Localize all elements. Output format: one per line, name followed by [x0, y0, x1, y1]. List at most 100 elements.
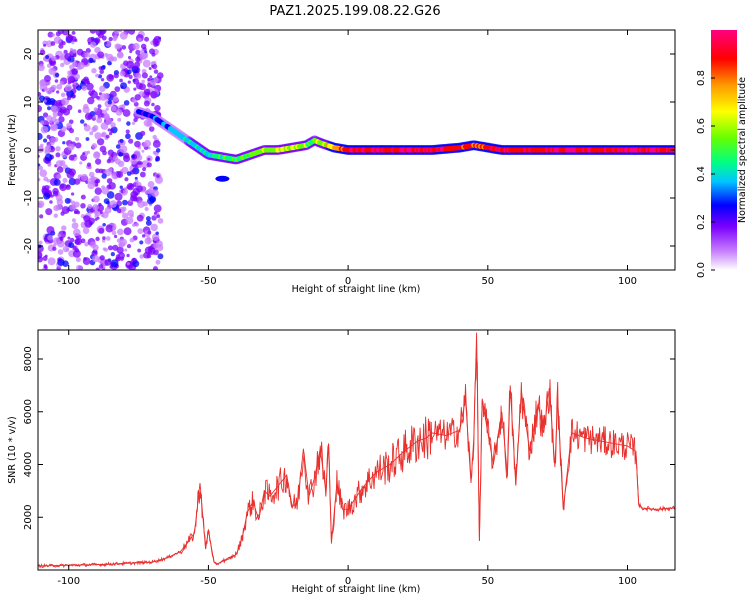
noise-speckle — [38, 202, 41, 207]
noise-speckle — [97, 104, 102, 109]
noise-speckle — [151, 52, 156, 57]
colorbar-tick-label: 0.2 — [696, 214, 707, 230]
noise-speckle — [116, 246, 124, 254]
noise-speckle — [145, 220, 152, 226]
noise-speckle — [116, 44, 121, 49]
noise-speckle — [51, 55, 57, 62]
noise-speckle — [53, 213, 59, 218]
noise-speckle — [144, 36, 150, 42]
noise-speckle — [66, 184, 70, 188]
noise-speckle — [137, 248, 142, 253]
noise-speckle — [114, 30, 120, 35]
colorbar-tick-label: 0.4 — [696, 166, 707, 182]
noise-speckle — [131, 154, 135, 159]
noise-speckle — [86, 150, 91, 154]
noise-speckle — [125, 216, 134, 225]
noise-speckle — [88, 57, 94, 64]
noise-speckle — [95, 168, 101, 174]
noise-speckle — [154, 211, 158, 215]
noise-speckle — [131, 121, 136, 125]
x-tick-label: 100 — [618, 276, 637, 287]
noise-speckle — [141, 79, 145, 84]
noise-speckle — [55, 152, 61, 158]
noise-speckle — [76, 210, 81, 215]
noise-speckle — [69, 48, 74, 52]
noise-speckle — [64, 84, 73, 92]
noise-speckle — [126, 121, 131, 126]
noise-speckle — [108, 182, 116, 190]
noise-speckle — [102, 150, 107, 156]
snr-ylabel: SNR (10 * v/v) — [7, 416, 18, 484]
noise-speckle — [39, 63, 44, 68]
noise-speckle — [119, 145, 128, 153]
noise-speckle — [128, 30, 136, 35]
noise-speckle — [43, 43, 47, 47]
noise-speckle — [71, 41, 75, 45]
noise-speckle — [143, 100, 150, 107]
noise-speckle — [108, 56, 115, 62]
noise-speckle — [106, 158, 112, 164]
noise-speckle — [134, 179, 139, 184]
noise-speckle — [102, 236, 106, 240]
noise-speckle — [127, 209, 134, 217]
noise-speckle — [99, 93, 108, 101]
noise-speckle — [140, 130, 146, 136]
noise-speckle — [48, 67, 56, 75]
snr-panel: -100 -50 0 50 100 2000 4000 6000 8000 Height of … — [7, 329, 676, 595]
noise-speckle — [50, 123, 58, 132]
noise-speckle — [108, 36, 113, 42]
noise-speckle — [101, 173, 107, 179]
snr-xlabel: Height of straight line (km) — [292, 584, 421, 595]
noise-speckle — [85, 82, 94, 91]
noise-speckle — [46, 134, 51, 140]
noise-speckle — [91, 143, 98, 149]
snr-series-line — [38, 357, 675, 569]
noise-speckle — [95, 158, 102, 165]
noise-speckle — [107, 245, 113, 251]
noise-speckle — [99, 255, 105, 261]
noise-speckle — [98, 30, 107, 35]
noise-speckle — [133, 87, 137, 91]
noise-speckle — [59, 236, 64, 242]
y-tick-label: 4000 — [23, 452, 34, 477]
noise-speckle — [38, 200, 45, 209]
figure-title: PAZ1.2025.199.08.22.G26 — [269, 4, 440, 19]
noise-speckle — [73, 210, 78, 215]
noise-speckle — [137, 228, 144, 234]
noise-speckle — [114, 192, 123, 201]
noise-speckle — [95, 236, 100, 242]
noise-speckle — [151, 233, 160, 241]
noise-speckle — [115, 144, 121, 149]
noise-speckle — [86, 81, 91, 85]
noise-speckle — [45, 208, 53, 216]
noise-speckle — [119, 185, 123, 189]
noise-speckle — [126, 262, 130, 266]
noise-speckle — [119, 31, 128, 40]
noise-speckle — [40, 120, 45, 125]
noise-speckle — [100, 77, 105, 82]
noise-speckle — [42, 112, 49, 118]
noise-speckle — [117, 228, 124, 236]
noise-speckle — [45, 55, 50, 59]
noise-speckle — [155, 148, 161, 153]
noise-speckle — [91, 126, 97, 133]
noise-speckle — [82, 227, 90, 235]
noise-speckle — [38, 95, 46, 102]
noise-speckle — [122, 189, 127, 194]
noise-speckle — [107, 167, 113, 173]
noise-speckle — [85, 137, 90, 141]
noise-speckle — [95, 73, 99, 78]
noise-speckle — [83, 103, 89, 110]
noise-speckle — [80, 173, 88, 182]
noise-speckle — [62, 245, 70, 253]
noise-speckle — [128, 138, 134, 144]
noise-speckle — [126, 171, 132, 176]
noise-speckle — [90, 90, 98, 99]
noise-speckle — [152, 134, 157, 140]
noise-speckle — [154, 104, 161, 112]
noise-speckle — [103, 113, 110, 120]
noise-speckle — [57, 233, 62, 238]
noise-speckle — [52, 246, 57, 251]
noise-speckle — [97, 74, 103, 79]
noise-speckle — [89, 131, 94, 136]
